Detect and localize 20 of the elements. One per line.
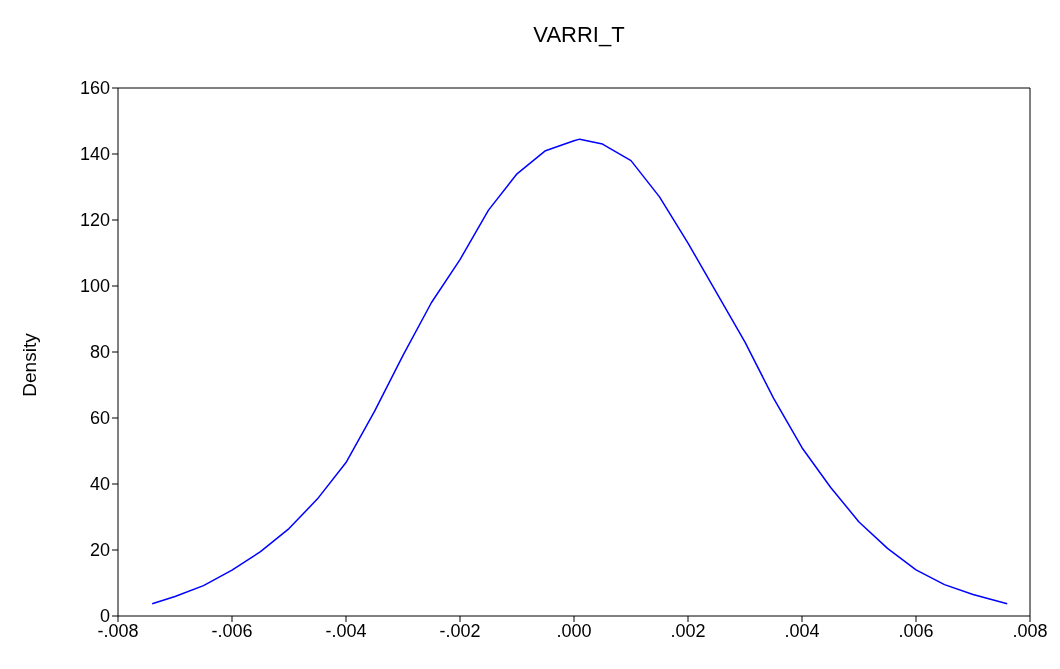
- y-tick-label: 40: [89, 474, 110, 495]
- x-tick-label: .006: [898, 620, 934, 641]
- y-tick-label: 140: [79, 144, 110, 165]
- x-tick-label: .000: [556, 620, 592, 641]
- y-tick-label: 60: [89, 408, 110, 429]
- x-tick-label: -.002: [439, 620, 481, 641]
- line-series: [151, 138, 1008, 605]
- x-tick-label: .002: [670, 620, 706, 641]
- x-tick-label: -.006: [211, 620, 253, 641]
- x-tick-label: .008: [1012, 620, 1048, 641]
- y-tick-label: 20: [89, 540, 110, 561]
- y-tick-label: 120: [79, 210, 110, 231]
- x-tick-label: -.004: [325, 620, 367, 641]
- y-tick-label: 80: [89, 342, 110, 363]
- y-tick-label: 0: [99, 606, 110, 627]
- chart-title: VARRI_T: [532, 22, 626, 48]
- y-axis-title: Density: [19, 333, 41, 397]
- y-tick-label: 100: [79, 276, 110, 297]
- y-tick-label: 160: [79, 78, 110, 99]
- x-tick-label: .004: [784, 620, 820, 641]
